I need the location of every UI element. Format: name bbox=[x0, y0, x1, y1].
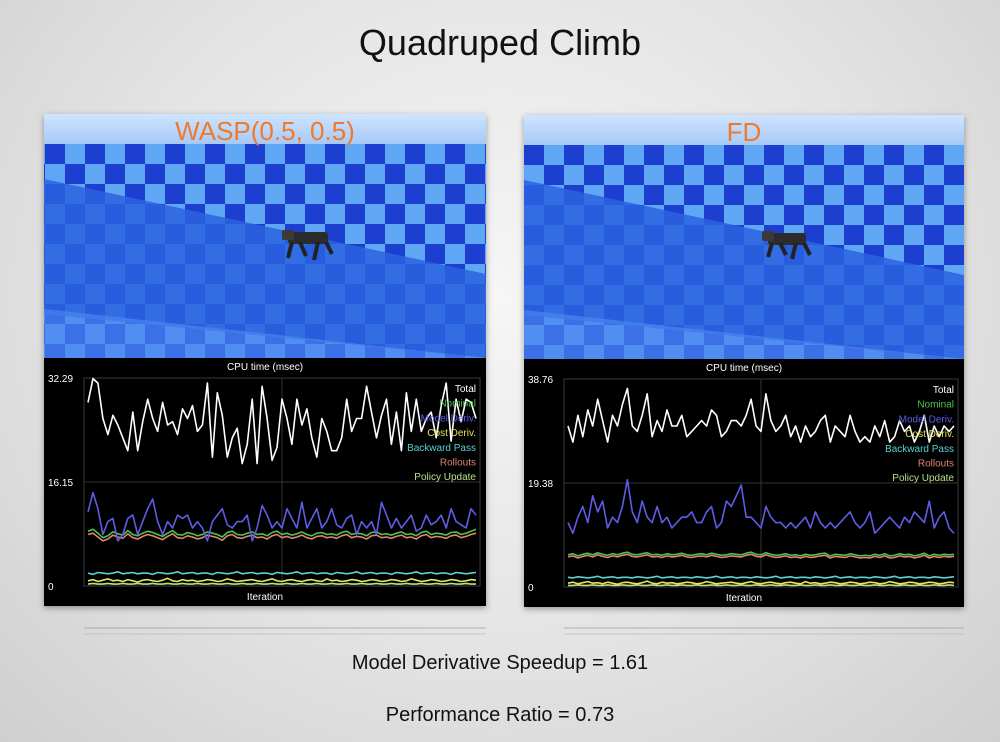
series-line-policy-update-wasp bbox=[87, 582, 476, 585]
quadruped-robot-wasp bbox=[282, 230, 334, 261]
y-tick-label-wasp: 0 bbox=[48, 582, 54, 593]
legend-entry-cost-deriv-fd: Cost Deriv. bbox=[905, 429, 954, 440]
series-line-total-fd bbox=[567, 387, 955, 443]
cpu-time-chart-fd: CPU time (msec) 38.76 19.38 0 Iteration Total… bbox=[524, 359, 964, 607]
legend-entry-rollouts-fd: Rollouts bbox=[918, 459, 954, 470]
x-axis-label-fd: Iteration bbox=[726, 593, 762, 604]
series-line-cost-deriv-wasp bbox=[87, 577, 477, 583]
performance-ratio-stat: Performance Ratio = 0.73 bbox=[385, 704, 615, 726]
simulation-view-fd: FD bbox=[524, 115, 964, 359]
series-line-cost-deriv-fd bbox=[567, 580, 955, 586]
legend-entry-policy-update-wasp: Policy Update bbox=[414, 472, 476, 483]
panel-fd: FD CPU time (msec) 38.76 19.38 0 Iteration To… bbox=[524, 115, 964, 607]
series-line-total-wasp bbox=[87, 377, 477, 465]
chart-title-fd: CPU time (msec) bbox=[706, 363, 782, 374]
legend-entry-nominal-wasp: Nominal bbox=[439, 399, 476, 410]
panel-wasp: WASP(0.5, 0.5) CPU time (msec) 32.29 16.15… bbox=[44, 114, 486, 606]
series-line-rollouts-fd bbox=[567, 553, 955, 559]
checkerboard-scene-fd bbox=[524, 115, 964, 359]
x-axis-label-wasp: Iteration bbox=[247, 592, 283, 603]
checkerboard-scene-wasp bbox=[44, 114, 486, 358]
legend-entry-total-wasp: Total bbox=[455, 384, 476, 395]
series-line-nominal-wasp bbox=[87, 528, 477, 539]
y-tick-label-fd: 19.38 bbox=[528, 479, 553, 490]
method-label-wasp: WASP(0.5, 0.5) bbox=[175, 116, 355, 146]
series-line-rollouts-wasp bbox=[87, 532, 477, 542]
method-label-fd: FD bbox=[726, 117, 762, 147]
legend-entry-nominal-fd: Nominal bbox=[917, 400, 954, 411]
y-tick-label-wasp: 16.15 bbox=[48, 478, 73, 489]
series-line-model-deriv-wasp bbox=[87, 491, 477, 542]
y-tick-label-wasp: 32.29 bbox=[48, 374, 73, 385]
simulation-view-wasp: WASP(0.5, 0.5) bbox=[44, 114, 486, 358]
legend-entry-rollouts-wasp: Rollouts bbox=[440, 458, 476, 469]
cpu-time-chart-svg-wasp: CPU time (msec) 32.29 16.15 0 Iteration Total… bbox=[48, 362, 481, 603]
speedup-stat: Model Derivative Speedup = 1.61 bbox=[351, 652, 649, 674]
cpu-time-chart-svg-fd: CPU time (msec) 38.76 19.38 0 Iteration Total… bbox=[528, 363, 959, 604]
chart-reflection-right bbox=[524, 610, 966, 640]
legend-entry-cost-deriv-wasp: Cost Deriv. bbox=[427, 428, 476, 439]
quadruped-robot-fd bbox=[762, 231, 812, 260]
y-tick-label-fd: 38.76 bbox=[528, 375, 553, 386]
y-tick-label-fd: 0 bbox=[528, 583, 534, 594]
legend-entry-backward-pass-fd: Backward Pass bbox=[885, 444, 954, 455]
legend-entry-backward-pass-wasp: Backward Pass bbox=[407, 443, 476, 454]
series-line-backward-pass-wasp bbox=[87, 571, 477, 576]
legend-entry-model-deriv-wasp: Model Deriv. bbox=[421, 413, 476, 424]
chart-reflection-left bbox=[44, 610, 486, 640]
legend-entry-model-deriv-fd: Model Deriv. bbox=[899, 414, 954, 425]
series-line-model-deriv-fd bbox=[567, 478, 955, 535]
cpu-time-chart-wasp: CPU time (msec) 32.29 16.15 0 Iteration Total… bbox=[44, 358, 486, 606]
series-line-nominal-fd bbox=[567, 551, 955, 557]
series-line-policy-update-fd bbox=[568, 584, 955, 587]
legend-entry-total-fd: Total bbox=[933, 385, 954, 396]
series-line-backward-pass-fd bbox=[567, 575, 955, 579]
slide-title: Quadruped Climb bbox=[358, 22, 642, 63]
chart-title-wasp: CPU time (msec) bbox=[227, 362, 303, 373]
legend-entry-policy-update-fd: Policy Update bbox=[892, 473, 954, 484]
